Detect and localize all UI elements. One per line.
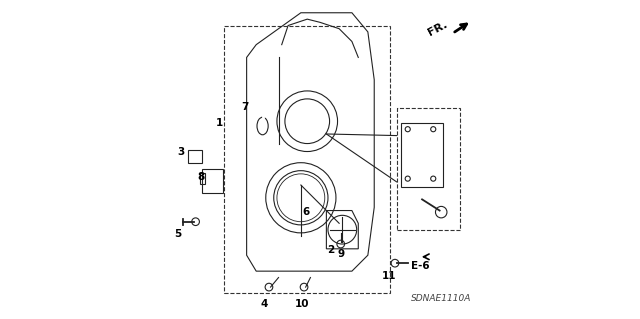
Bar [224,26,390,293]
Text: 11: 11 [381,271,396,281]
Text: E-6: E-6 [411,261,430,271]
Text: 6: 6 [302,207,309,217]
Text: 2: 2 [328,245,335,256]
Text: 10: 10 [295,299,310,309]
Text: 9: 9 [337,249,344,259]
Text: SDNAE1110A: SDNAE1110A [411,294,472,303]
Text: 5: 5 [175,228,182,239]
Text: 7: 7 [241,102,249,112]
Text: 1: 1 [216,118,223,128]
Text: 4: 4 [260,299,268,309]
Bar [188,150,202,163]
Text: 3: 3 [178,146,185,157]
Text: 8: 8 [198,172,205,182]
Bar [397,108,460,230]
Text: FR.: FR. [426,19,449,38]
